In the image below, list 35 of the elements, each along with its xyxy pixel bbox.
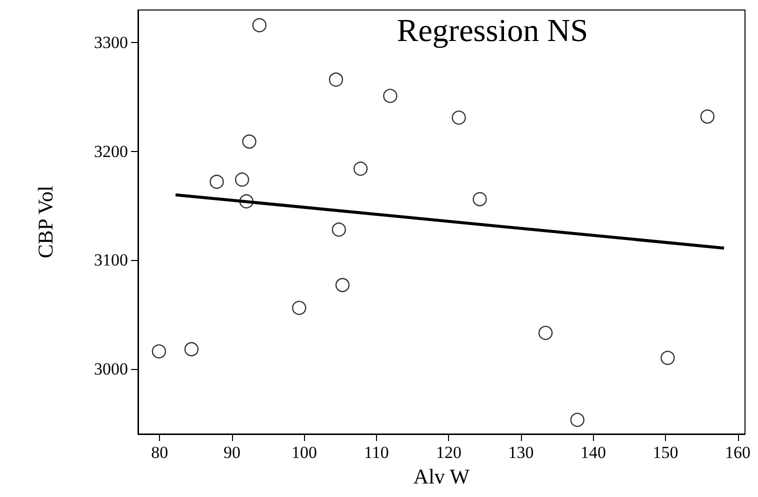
x-tick-label: 100	[291, 443, 317, 462]
point	[332, 222, 346, 237]
annotation: Regression NS	[396, 12, 588, 48]
x-tick-label: 130	[508, 443, 534, 462]
x-tick-label: 120	[436, 443, 462, 462]
x-axis-title: Alv W	[413, 464, 470, 488]
point	[383, 88, 398, 103]
x-tick-label: 160	[725, 443, 751, 462]
point	[184, 342, 199, 356]
point	[210, 174, 224, 189]
point	[152, 344, 166, 358]
y-tick-label: 3100	[94, 250, 128, 270]
point	[292, 300, 306, 315]
x-tick-label: 140	[580, 443, 606, 462]
point	[353, 162, 368, 176]
y-tick-label: 3300	[94, 33, 128, 52]
x-tick-label: 110	[364, 443, 389, 462]
point	[239, 194, 254, 208]
point	[660, 350, 675, 365]
point	[452, 110, 466, 125]
point	[335, 278, 350, 292]
point	[234, 172, 250, 187]
point	[252, 18, 266, 32]
y-axis-title: CBP Vol	[34, 186, 58, 258]
point	[472, 192, 487, 206]
x-tick-label: 80	[151, 443, 168, 462]
x-tick-label: 150	[652, 443, 678, 462]
point	[328, 72, 344, 87]
point	[538, 326, 553, 340]
point	[570, 412, 584, 427]
x-tick-label: 90	[223, 443, 240, 462]
y-tick-label: 3200	[94, 142, 128, 161]
point	[242, 134, 256, 149]
point	[700, 109, 715, 124]
y-tick-label: 3000	[94, 359, 128, 378]
